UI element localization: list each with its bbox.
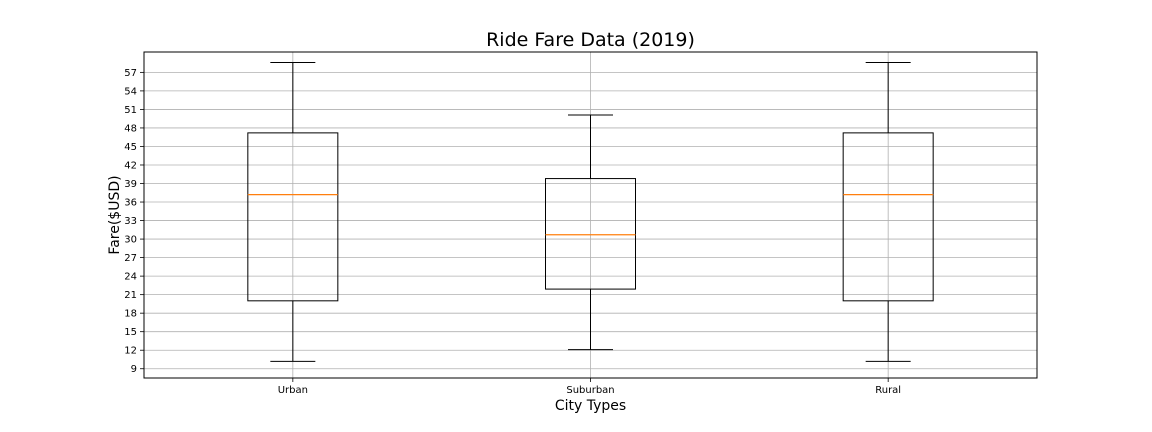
x-tick-label-suburban: Suburban xyxy=(566,385,614,396)
y-tick-label: 45 xyxy=(124,142,137,153)
chart-title: Ride Fare Data (2019) xyxy=(486,29,695,51)
y-tick-label: 9 xyxy=(131,364,137,375)
x-axis-label: City Types xyxy=(555,398,626,414)
y-tick-label: 57 xyxy=(124,68,137,79)
y-tick-label: 48 xyxy=(124,123,137,134)
y-tick-label: 36 xyxy=(124,198,137,209)
y-axis-ticks: 9 12 15 18 21 24 27 30 33 36 39 42 45 48 51 54 57 xyxy=(124,68,144,375)
x-tick-label-rural: Rural xyxy=(875,385,901,396)
iqr-box xyxy=(842,132,934,302)
x-tick-label-urban: Urban xyxy=(278,385,308,396)
iqr-box xyxy=(545,178,636,290)
box-suburban xyxy=(545,114,636,351)
y-tick-label: 18 xyxy=(124,309,137,320)
y-axis-label: Fare($USD) xyxy=(107,175,123,254)
y-tick-label: 12 xyxy=(124,346,137,357)
y-tick-label: 21 xyxy=(124,290,137,301)
box-series xyxy=(247,61,934,362)
y-tick-label: 42 xyxy=(124,160,137,171)
y-tick-label: 51 xyxy=(124,105,137,116)
x-axis-ticks: Urban Suburban Rural xyxy=(278,378,901,396)
y-tick-label: 39 xyxy=(124,179,137,190)
y-tick-label: 54 xyxy=(124,86,137,97)
y-tick-label: 24 xyxy=(124,272,137,283)
box-urban xyxy=(247,61,339,362)
y-tick-label: 27 xyxy=(124,253,137,264)
iqr-box xyxy=(247,132,339,302)
box-rural xyxy=(842,61,934,362)
y-tick-label: 30 xyxy=(124,235,137,246)
y-tick-label: 15 xyxy=(124,327,137,338)
y-tick-label: 33 xyxy=(124,216,137,227)
